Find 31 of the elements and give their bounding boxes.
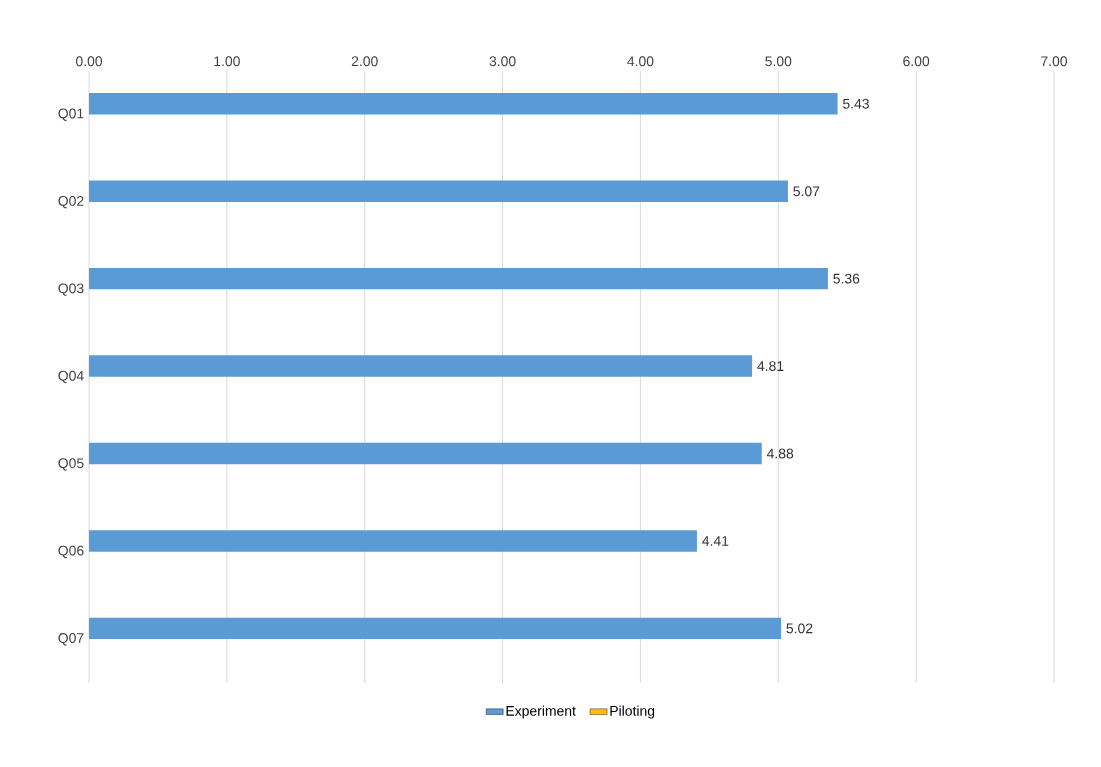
bar — [89, 355, 753, 377]
legend-label: Piloting — [610, 705, 655, 719]
data-label: 5.02 — [786, 623, 813, 634]
bar — [89, 617, 782, 640]
x-tick-label: 1.00 — [214, 56, 240, 67]
data-label: 4.41 — [702, 536, 729, 546]
x-tick-label: 5.00 — [765, 56, 792, 67]
x-tick-label: 2.00 — [351, 56, 378, 67]
y-tick-label: Q07 — [58, 633, 84, 646]
bar — [89, 180, 788, 202]
data-label: 5.07 — [793, 186, 820, 197]
legend-label: Experiment — [506, 705, 576, 719]
y-tick-label: Q02 — [58, 195, 84, 209]
bar — [89, 442, 762, 465]
y-tick-label: Q03 — [58, 283, 84, 296]
x-tick-label: 4.00 — [627, 56, 654, 67]
bar — [89, 93, 838, 115]
bar — [89, 267, 828, 290]
y-tick-label: Q04 — [58, 370, 84, 384]
y-tick-label: Q05 — [58, 458, 84, 471]
x-tick-label: 7.00 — [1041, 56, 1068, 67]
data-label: 4.81 — [757, 361, 784, 372]
x-tick-label: 0.00 — [75, 56, 103, 67]
data-label: 4.88 — [766, 448, 794, 459]
y-tick-label: Q06 — [58, 545, 84, 559]
data-label: 5.43 — [842, 98, 869, 109]
x-tick-label: 3.00 — [489, 56, 516, 67]
data-label: 5.36 — [833, 273, 860, 284]
y-tick-label: Q01 — [58, 108, 84, 121]
bar — [89, 530, 697, 552]
x-tick-label: 6.00 — [903, 56, 930, 67]
